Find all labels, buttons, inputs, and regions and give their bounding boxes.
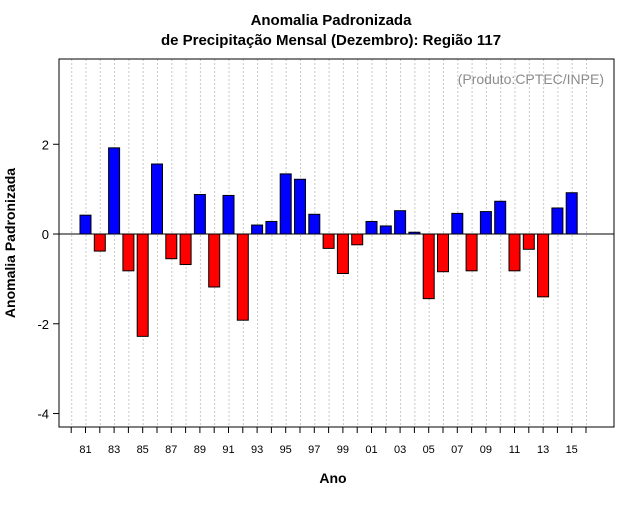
bar-1982 (93, 233, 106, 252)
bar-2014 (551, 207, 564, 235)
bar-1986 (151, 163, 163, 235)
y-tick-label: -4 (37, 407, 49, 422)
x-tick-label: 07 (451, 444, 463, 456)
x-tick-label: 93 (251, 444, 263, 456)
bar-1983 (108, 147, 121, 235)
bar-2012 (522, 233, 535, 250)
bar-2015 (565, 192, 578, 235)
x-tick-label: 15 (566, 444, 578, 456)
bar-1991 (222, 194, 235, 235)
bar-1990 (208, 233, 221, 288)
x-axis: 81 83 85 87 89 91 93 95 97 99 01 03 05 07 09 11 13 15 (70, 427, 587, 456)
bar-2007 (451, 212, 464, 235)
bar-1995 (279, 173, 292, 235)
x-tick-label: 09 (480, 444, 492, 456)
x-tick-label: 01 (365, 444, 377, 456)
plot-frame (58, 58, 615, 428)
x-tick-label: 95 (280, 444, 292, 456)
bar-1988 (179, 233, 192, 266)
bar-2003 (394, 210, 407, 235)
y-tick-label: 2 (42, 137, 49, 152)
bar-1981 (79, 214, 92, 235)
chart-title: Anomalia Padronizada (251, 12, 413, 29)
y-tick-label: -2 (37, 317, 49, 332)
x-tick-label: 11 (509, 444, 520, 456)
x-tick-label: 87 (165, 444, 177, 456)
bar-1994 (265, 220, 278, 235)
bar-1984 (122, 233, 135, 272)
bar-1996 (294, 178, 306, 235)
y-axis: -4 -2 0 2 (37, 137, 59, 422)
x-tick-label: 89 (194, 444, 206, 456)
x-tick-label: 85 (137, 444, 149, 456)
x-tick-label: 13 (537, 444, 549, 456)
bar-2008 (465, 233, 478, 272)
bar-1987 (165, 233, 178, 260)
bar-1999 (336, 233, 349, 275)
x-tick-label: 05 (423, 444, 435, 456)
x-axis-label: Ano (319, 470, 346, 486)
y-tick-label: 0 (42, 227, 49, 242)
chart-subtitle: de Precipitação Mensal (Dezembro): Regiã… (161, 32, 501, 49)
x-tick-label: 97 (308, 444, 320, 456)
x-tick-label: 91 (222, 444, 234, 456)
watermark: (Produto:CPTEC/INPE) (458, 71, 604, 87)
bar-2010 (494, 200, 507, 235)
bar-1993 (251, 224, 264, 235)
bar-2000 (351, 233, 364, 246)
bar-1998 (322, 233, 335, 249)
x-tick-label: 81 (79, 444, 91, 456)
bar-2001 (365, 220, 378, 235)
bar-1992 (236, 233, 249, 321)
x-tick-label: 99 (337, 444, 349, 456)
bar-2013 (537, 233, 550, 298)
bar-1985 (136, 233, 149, 337)
bar-2006 (437, 233, 449, 273)
bar-2002 (379, 225, 392, 235)
y-axis-label: Anomalia Padronizada (2, 168, 18, 318)
bar-2009 (479, 211, 492, 235)
bar-2011 (508, 233, 521, 272)
bar-1989 (193, 194, 206, 235)
bar-2005 (422, 233, 435, 300)
x-tick-label: 03 (394, 444, 406, 456)
x-tick-label: 83 (108, 444, 120, 456)
bar-1997 (308, 213, 321, 235)
